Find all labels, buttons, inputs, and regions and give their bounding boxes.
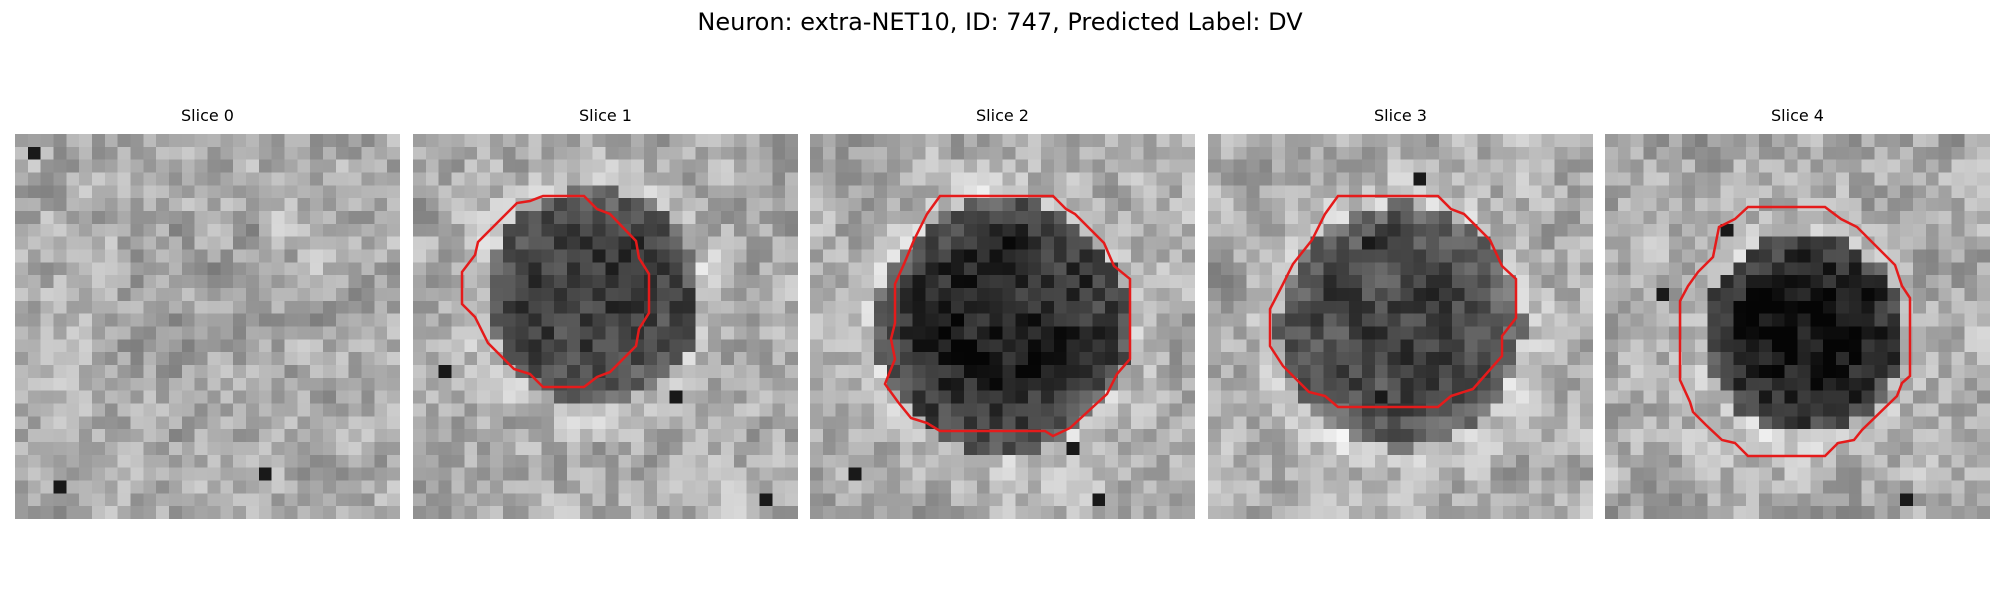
- microscopy-image: [413, 134, 798, 519]
- slice-image: [810, 134, 1195, 519]
- slice-image: [1208, 134, 1593, 519]
- slice-image: [15, 134, 400, 519]
- roi-contour: [460, 194, 651, 389]
- slice-image: [413, 134, 798, 519]
- microscopy-image: [1208, 134, 1593, 519]
- slice-title: Slice 1: [579, 106, 632, 125]
- roi-contour: [1268, 194, 1518, 409]
- slice-title: Slice 0: [181, 106, 234, 125]
- roi-contour-overlay: [460, 194, 651, 389]
- slice-image: [1605, 134, 1990, 519]
- slice-title: Slice 3: [1374, 106, 1427, 125]
- figure-title: Neuron: extra-NET10, ID: 747, Predicted …: [697, 8, 1303, 36]
- roi-contour-overlay: [1678, 205, 1912, 458]
- roi-contour: [883, 194, 1132, 438]
- roi-contour-overlay: [883, 194, 1132, 438]
- slice-title: Slice 4: [1771, 106, 1824, 125]
- microscopy-image: [15, 134, 400, 519]
- roi-contour: [1678, 205, 1912, 458]
- roi-contour-overlay: [1268, 194, 1518, 409]
- slice-title: Slice 2: [976, 106, 1029, 125]
